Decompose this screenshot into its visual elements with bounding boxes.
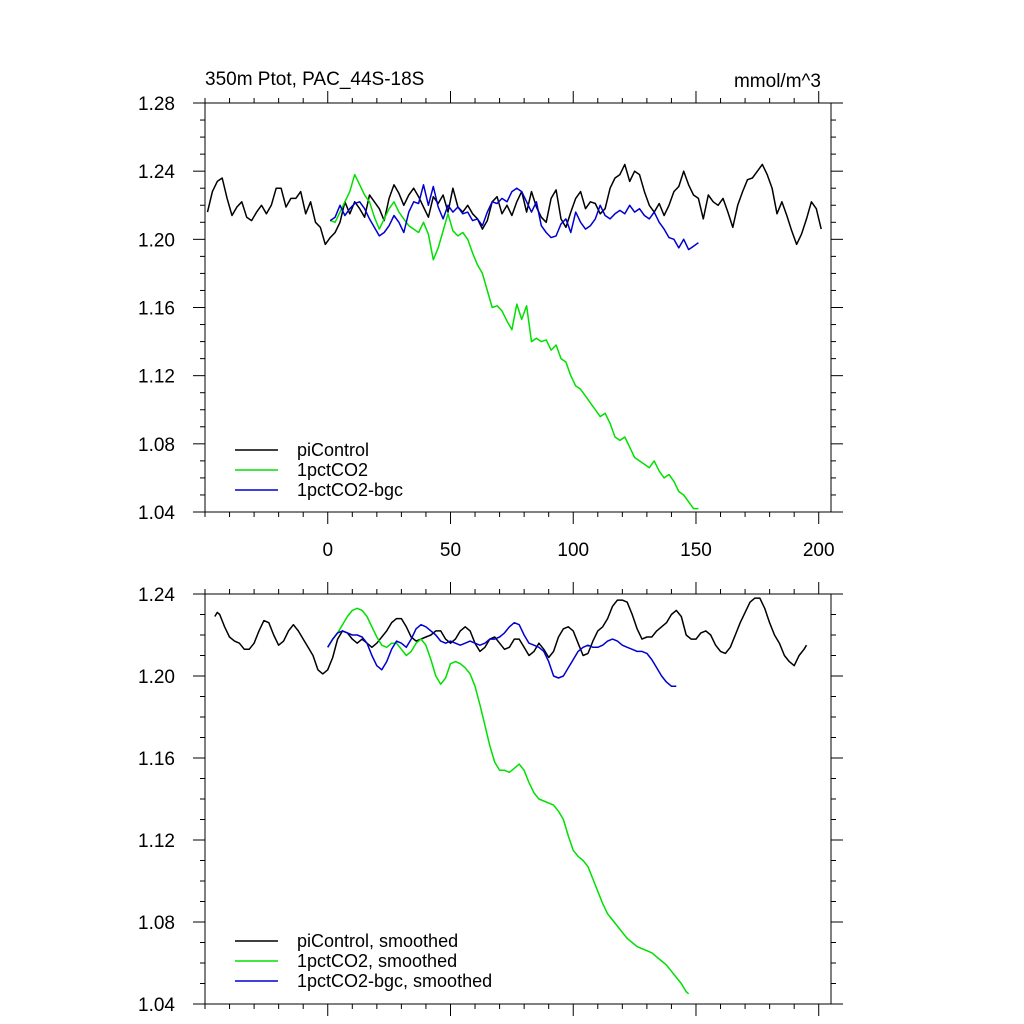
top-xtick-label: 50	[440, 540, 461, 561]
top-chart-units: mmol/m^3	[734, 71, 821, 92]
bottom-ytick-label: 1.16	[138, 749, 175, 770]
top-xtick-label: 0	[322, 540, 333, 561]
top-series-line-picontrol	[206, 163, 822, 246]
top-series-line-1pctco2	[329, 173, 699, 510]
bottom-series-line-1pctco2-smoothed	[327, 607, 690, 995]
bottom-ytick-label: 1.04	[138, 995, 175, 1016]
bottom-legend-label: piControl, smoothed	[297, 931, 458, 951]
top-legend-label: 1pctCO2-bgc	[297, 480, 403, 500]
bottom-series-line-picontrol-smoothed	[214, 597, 808, 675]
top-ytick-label: 1.04	[138, 503, 175, 524]
bottom-panel: 1.04 1.08 1.12 1.16 1.20 1.24 piControl, smoot…	[138, 582, 843, 1016]
bottom-series-line-1pctco2-bgc-smoothed	[327, 621, 677, 687]
bottom-legend-label: 1pctCO2, smoothed	[297, 951, 457, 971]
top-ytick-label: 1.24	[138, 162, 175, 183]
top-xtick-label: 150	[680, 540, 712, 561]
bottom-ytick-label: 1.08	[138, 913, 175, 934]
top-ytick-label: 1.20	[138, 230, 175, 251]
top-ytick-label: 1.28	[138, 94, 175, 115]
top-ytick-label: 1.16	[138, 299, 175, 320]
bottom-ytick-label: 1.24	[138, 585, 175, 606]
top-ytick-label: 1.12	[138, 367, 175, 388]
top-xtick-label: 200	[803, 540, 835, 561]
top-xtick-label: 100	[557, 540, 589, 561]
top-series-line-1pctco2-bgc	[329, 184, 699, 251]
top-ytick-label: 1.08	[138, 435, 175, 456]
bottom-ytick-label: 1.20	[138, 667, 175, 688]
top-chart-title: 350m Ptot, PAC_44S-18S	[205, 69, 424, 90]
top-legend-label: 1pctCO2	[297, 460, 368, 480]
top-legend-label: piControl	[297, 440, 369, 460]
top-panel: 350m Ptot, PAC_44S-18S mmol/m^3 0 50 100 15…	[138, 69, 843, 561]
bottom-legend-label: 1pctCO2-bgc, smoothed	[297, 971, 492, 991]
bottom-ytick-label: 1.12	[138, 831, 175, 852]
